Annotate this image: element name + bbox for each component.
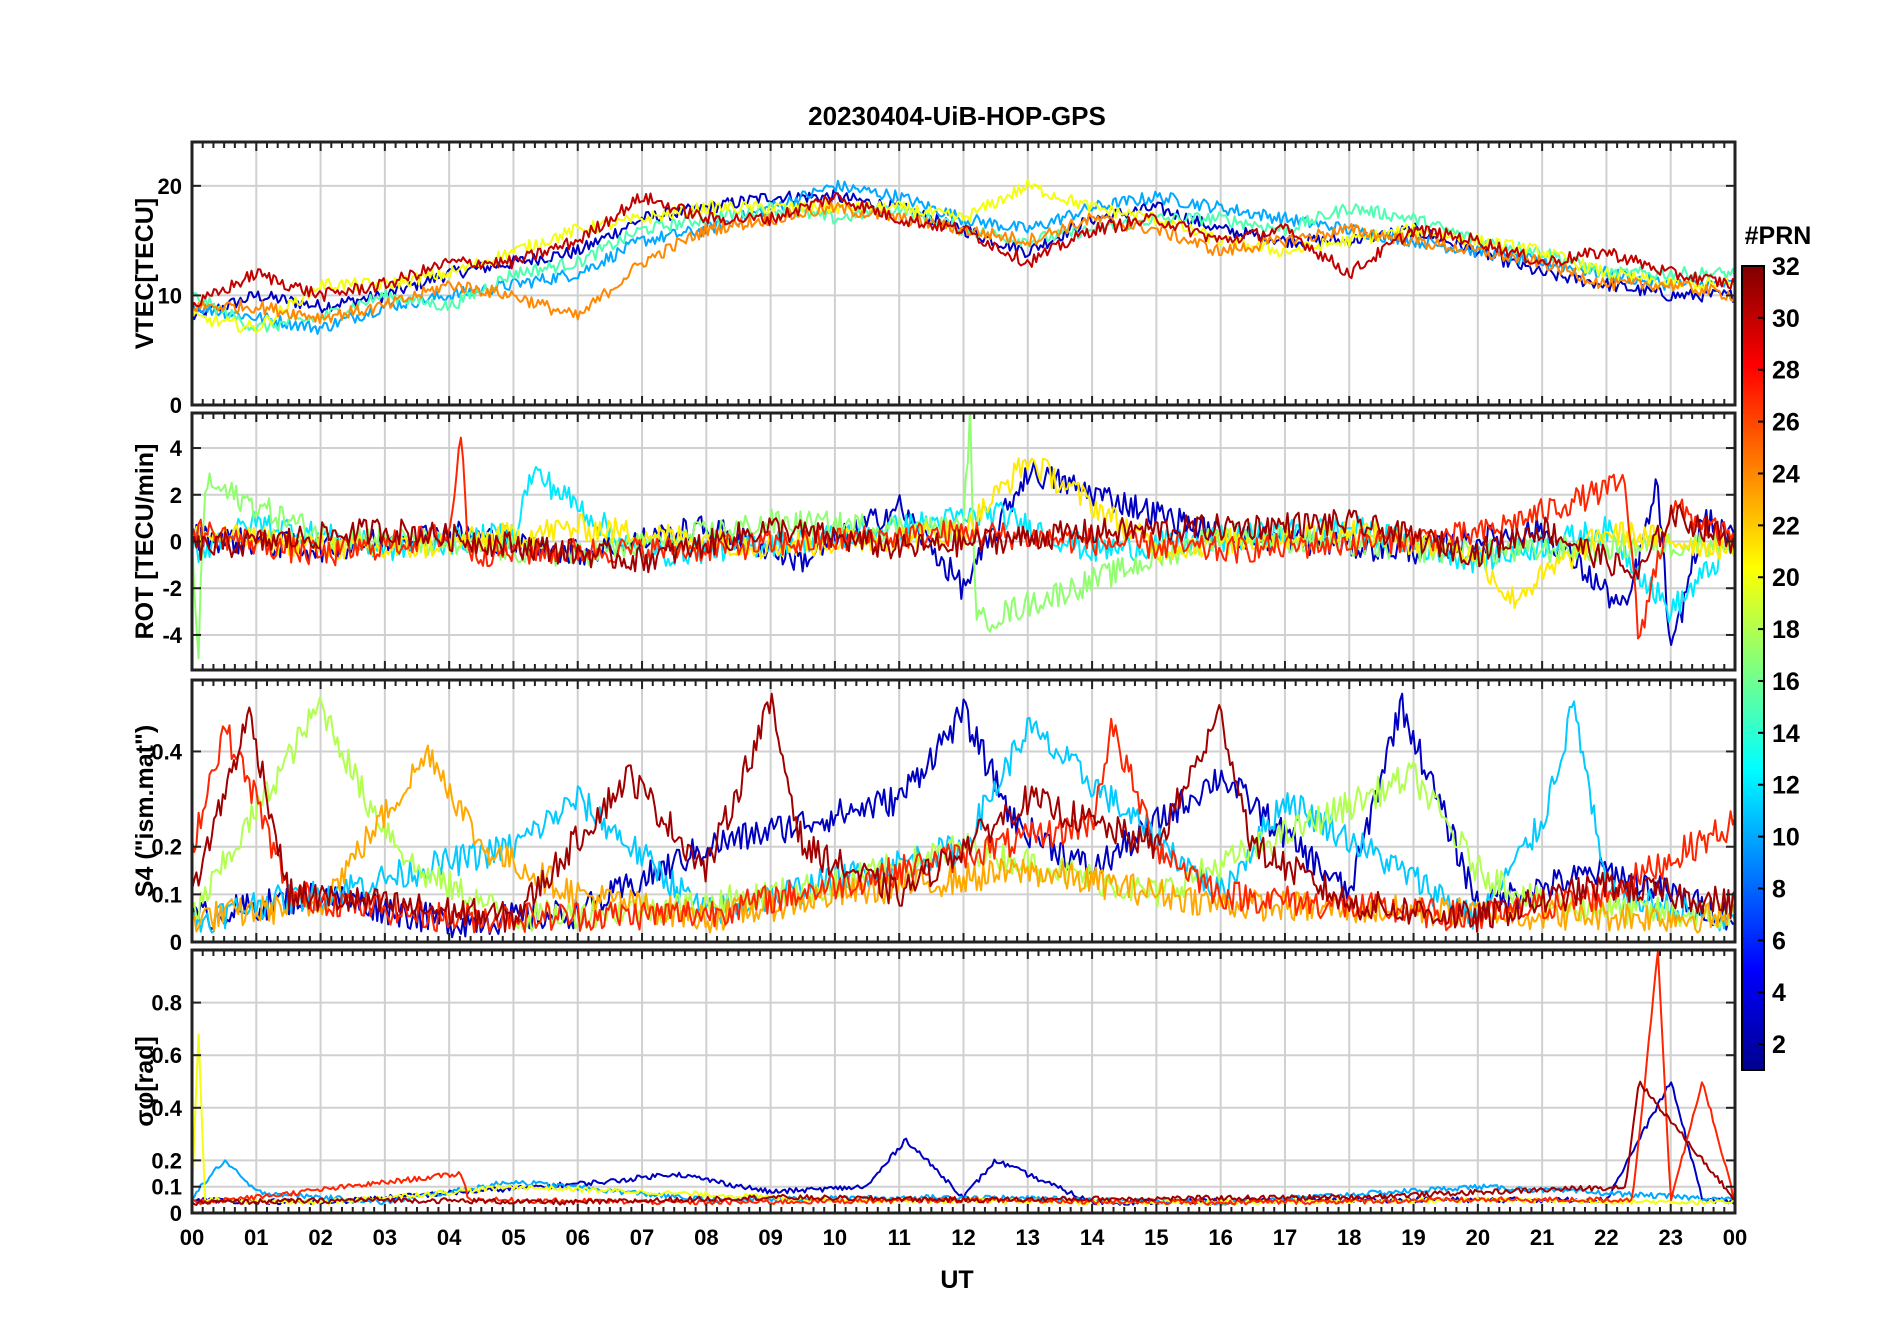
y-tick-label: 10 bbox=[158, 283, 182, 308]
x-tick-label: 04 bbox=[437, 1225, 462, 1250]
colorbar-tick-label: 30 bbox=[1772, 305, 1800, 333]
series-group bbox=[192, 950, 1735, 1206]
y-tick-label: 0.1 bbox=[151, 882, 182, 907]
x-tick-label: 11 bbox=[888, 1225, 911, 1250]
x-tick-label: 03 bbox=[373, 1225, 397, 1250]
x-tick-label: 12 bbox=[951, 1225, 975, 1250]
x-tick-label: 13 bbox=[1016, 1225, 1040, 1250]
series-line-prn-27 bbox=[192, 436, 1735, 640]
x-tick-label: 20 bbox=[1466, 1225, 1490, 1250]
colorbar-title: #PRN bbox=[1745, 222, 1812, 250]
x-tick-label: 16 bbox=[1208, 1225, 1232, 1250]
colorbar-tick-label: 14 bbox=[1772, 720, 1800, 748]
y-tick-label: 4 bbox=[170, 436, 183, 461]
y-tick-label: 0.2 bbox=[151, 1148, 182, 1173]
x-tick-label: 07 bbox=[630, 1225, 654, 1250]
panel-sigma_phi: 00.10.2 0.4 0.6 0.8 σφ[rad] bbox=[131, 948, 1737, 1226]
colorbar-tick-label: 24 bbox=[1772, 460, 1800, 488]
x-tick-label: 02 bbox=[308, 1225, 332, 1250]
colorbar-tick-label: 18 bbox=[1772, 616, 1800, 644]
y-tick-label: 0 bbox=[170, 930, 182, 955]
series-line-prn-31 bbox=[192, 1080, 1735, 1206]
x-tick-label: 22 bbox=[1594, 1225, 1618, 1250]
x-tick-label: 15 bbox=[1144, 1225, 1168, 1250]
series-line-prn-31 bbox=[192, 692, 1735, 933]
y-tick-label: 0.2 bbox=[151, 835, 182, 860]
x-tick-label: 17 bbox=[1273, 1225, 1297, 1250]
panel-rot: -4 -2 0 2 4 ROT [TECU/min] bbox=[131, 411, 1737, 672]
y-tick-label: -2 bbox=[162, 576, 182, 601]
colorbar-tick-label: 12 bbox=[1772, 772, 1800, 800]
colorbar-tick-label: 6 bbox=[1772, 927, 1786, 955]
y-tick-label: 0.4 bbox=[151, 1096, 182, 1121]
x-tick-label: 05 bbox=[501, 1225, 525, 1250]
x-tick-label: 14 bbox=[1080, 1225, 1105, 1250]
series-line-prn-23 bbox=[192, 744, 1735, 934]
series-group bbox=[192, 178, 1735, 335]
colorbar-tick-label: 26 bbox=[1772, 409, 1800, 437]
x-tick-label: 23 bbox=[1658, 1225, 1682, 1250]
y-axis-label: VTEC[TECU] bbox=[131, 198, 159, 349]
x-tick-label: 10 bbox=[823, 1225, 847, 1250]
series-line-prn-31 bbox=[192, 503, 1735, 580]
x-tick-label: 19 bbox=[1401, 1225, 1425, 1250]
x-axis-label: UT bbox=[940, 1266, 973, 1294]
y-tick-label: 0 bbox=[170, 530, 182, 555]
colorbar-tick-label: 16 bbox=[1772, 668, 1800, 696]
chart-title: 20230404-UiB-HOP-GPS bbox=[808, 101, 1106, 131]
y-tick-label: 0 bbox=[170, 1201, 182, 1226]
colorbar-gradient bbox=[1741, 265, 1765, 1071]
x-tick-label: 06 bbox=[566, 1225, 590, 1250]
series-line-prn-3 bbox=[192, 189, 1735, 321]
x-tick-label: 18 bbox=[1337, 1225, 1361, 1250]
y-tick-label: 0 bbox=[170, 393, 182, 418]
panel-s4: 0 0.1 0.2 0.4S4 ("ism.mat") bbox=[131, 678, 1737, 955]
x-tick-labels: 00 01 02 03 04 05 06 07 08 09 10 11 12 13 14 15 16 17 18 19… bbox=[180, 1225, 1747, 1250]
x-tick-label: 00 bbox=[1723, 1225, 1747, 1250]
y-axis-label: σφ[rad] bbox=[131, 1036, 159, 1127]
x-tick-label: 09 bbox=[758, 1225, 782, 1250]
colorbar-tick-label: 8 bbox=[1772, 875, 1786, 903]
y-tick-label: 0.8 bbox=[151, 991, 182, 1016]
y-axis-label: ROT [TECU/min] bbox=[131, 444, 159, 640]
colorbar-tick-label: 20 bbox=[1772, 564, 1800, 592]
colorbar-tick-label: 32 bbox=[1772, 253, 1800, 281]
colorbar-tick-label: 10 bbox=[1772, 824, 1800, 852]
y-tick-label: 20 bbox=[158, 174, 182, 199]
series-group bbox=[192, 692, 1735, 939]
y-tick-label: 2 bbox=[170, 483, 182, 508]
y-tick-label: 0.1 bbox=[151, 1175, 182, 1200]
colorbar-tick-label: 22 bbox=[1772, 512, 1800, 540]
series-group bbox=[192, 413, 1735, 660]
y-axis-label: S4 ("ism.mat") bbox=[131, 725, 159, 897]
x-tick-label: 00 bbox=[180, 1225, 204, 1250]
x-tick-label: 01 bbox=[244, 1225, 268, 1250]
x-tick-label: 21 bbox=[1530, 1225, 1554, 1250]
y-tick-label: 0.4 bbox=[151, 739, 182, 764]
series-line-prn-3 bbox=[192, 460, 1735, 646]
y-tick-label: 0.6 bbox=[151, 1043, 182, 1068]
colorbar-tick-label: 28 bbox=[1772, 357, 1800, 385]
series-line-prn-30 bbox=[192, 192, 1735, 311]
x-tick-label: 08 bbox=[694, 1225, 718, 1250]
colorbar-tick-label: 2 bbox=[1772, 1031, 1786, 1059]
colorbar-tick-label: 4 bbox=[1772, 979, 1786, 1007]
y-tick-label: -4 bbox=[162, 623, 182, 648]
